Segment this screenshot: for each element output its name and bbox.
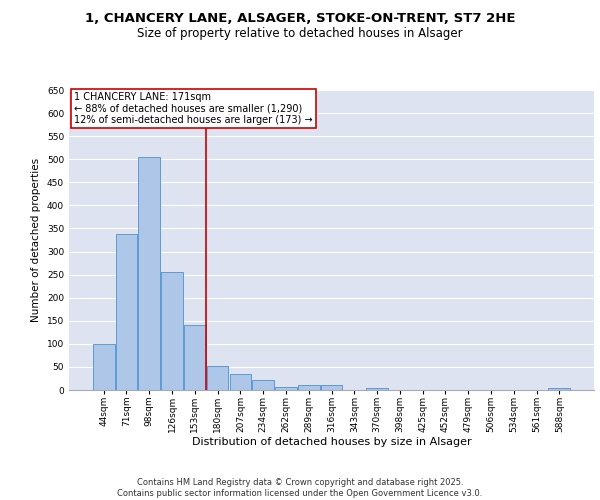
Text: 1, CHANCERY LANE, ALSAGER, STOKE-ON-TRENT, ST7 2HE: 1, CHANCERY LANE, ALSAGER, STOKE-ON-TREN… — [85, 12, 515, 26]
Bar — [230, 374, 251, 390]
Bar — [548, 388, 570, 390]
Text: Size of property relative to detached houses in Alsager: Size of property relative to detached ho… — [137, 28, 463, 40]
Bar — [116, 234, 137, 390]
Bar — [161, 272, 183, 390]
Text: Contains HM Land Registry data © Crown copyright and database right 2025.
Contai: Contains HM Land Registry data © Crown c… — [118, 478, 482, 498]
Bar — [253, 380, 274, 390]
Bar — [298, 386, 320, 390]
Bar — [275, 387, 297, 390]
Text: 1 CHANCERY LANE: 171sqm
← 88% of detached houses are smaller (1,290)
12% of semi: 1 CHANCERY LANE: 171sqm ← 88% of detache… — [74, 92, 313, 124]
Bar — [320, 386, 343, 390]
Bar — [139, 157, 160, 390]
Bar — [207, 366, 229, 390]
X-axis label: Distribution of detached houses by size in Alsager: Distribution of detached houses by size … — [191, 438, 472, 448]
Bar — [366, 388, 388, 390]
Bar — [184, 326, 206, 390]
Y-axis label: Number of detached properties: Number of detached properties — [31, 158, 41, 322]
Bar — [93, 344, 115, 390]
